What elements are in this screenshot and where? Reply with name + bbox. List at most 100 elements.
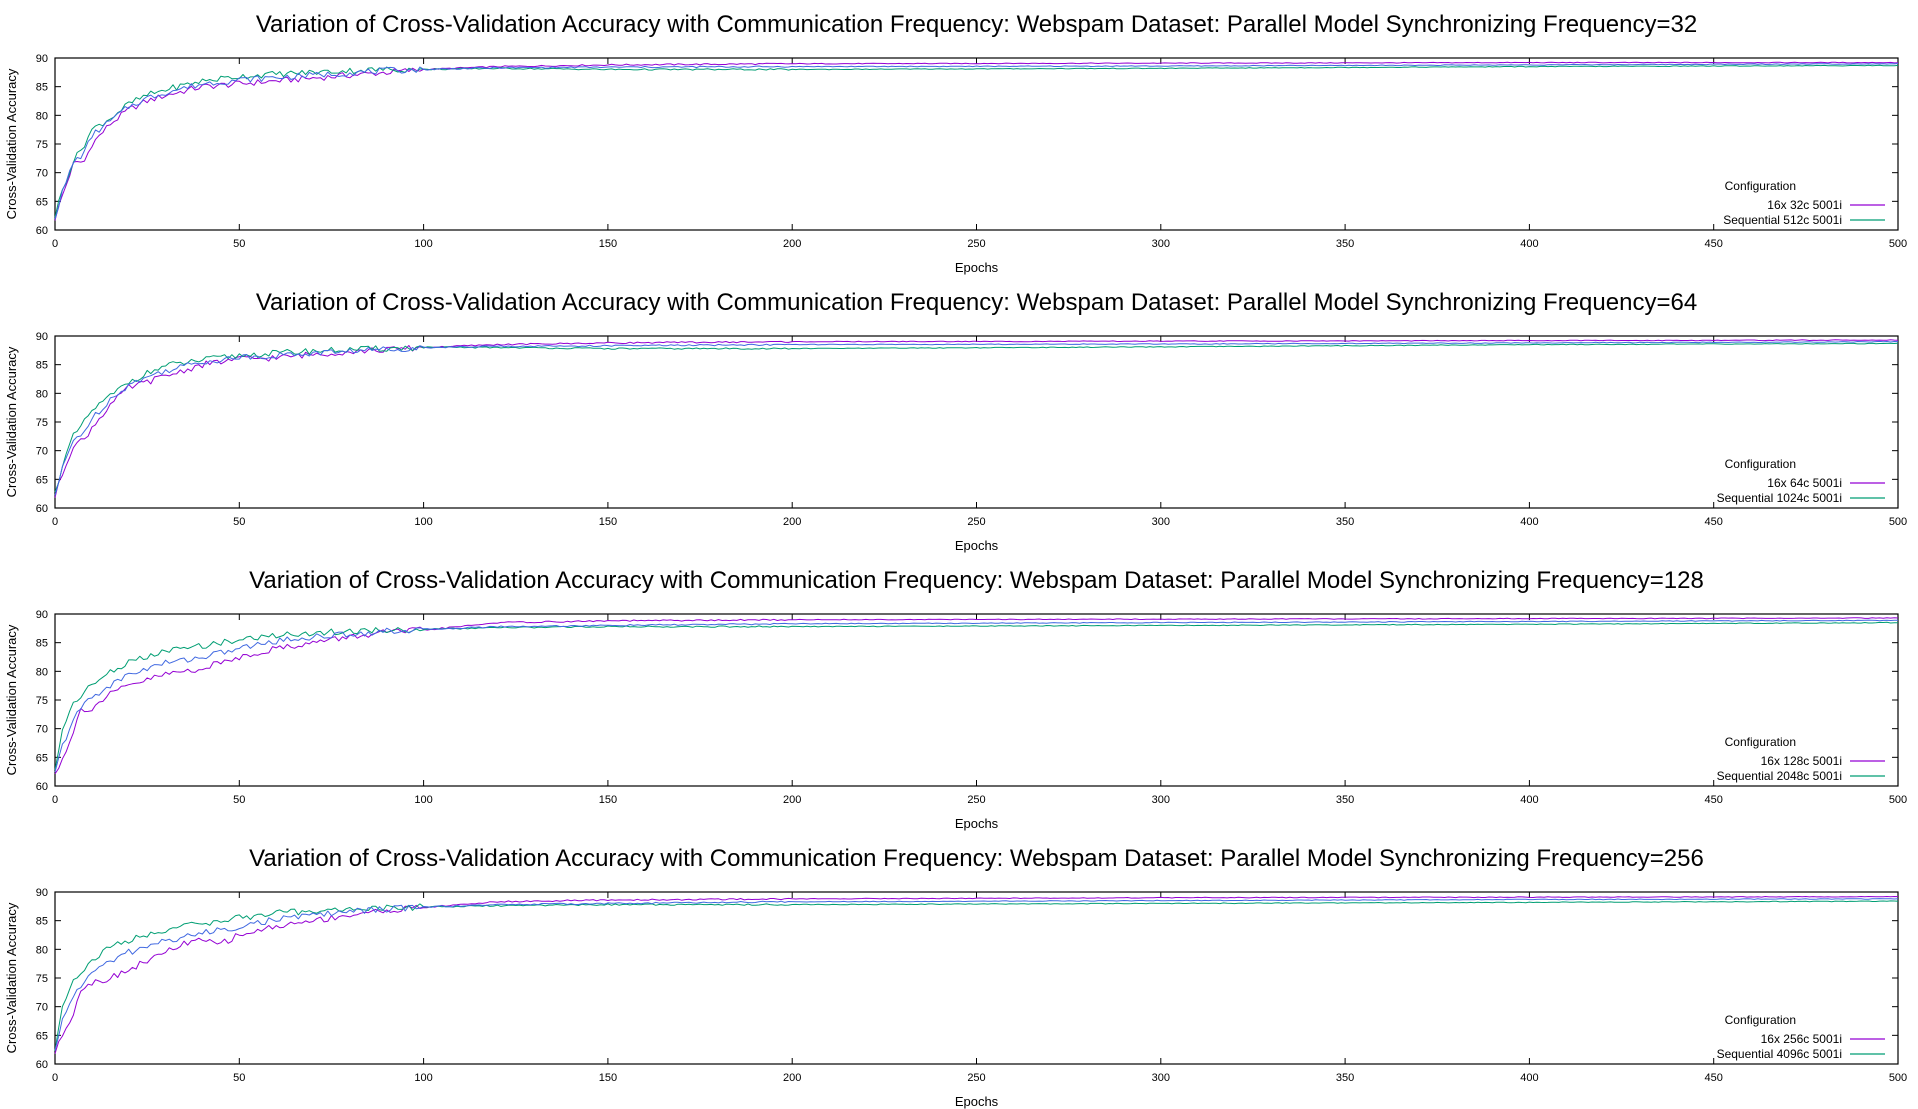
x-tick-label: 500 xyxy=(1889,794,1907,806)
x-tick-label: 350 xyxy=(1336,1072,1354,1084)
x-tick-label: 200 xyxy=(783,238,801,250)
series-line-1 xyxy=(54,342,1899,493)
y-tick-label: 90 xyxy=(36,609,48,621)
plot-frame xyxy=(54,613,1899,787)
x-axis-label: Epochs xyxy=(955,1094,999,1109)
x-tick-label: 100 xyxy=(414,794,432,806)
chart-panel-3: Variation of Cross-Validation Accuracy w… xyxy=(4,845,1907,1109)
y-tick-label: 85 xyxy=(36,916,48,928)
series-line-1 xyxy=(54,64,1899,218)
y-tick-label: 70 xyxy=(36,168,48,180)
x-tick-label: 400 xyxy=(1520,238,1538,250)
x-tick-label: 400 xyxy=(1520,794,1538,806)
legend-entry-label: Sequential 4096c 5001i xyxy=(1717,1047,1842,1061)
series-line-2 xyxy=(54,63,1899,220)
x-tick-label: 200 xyxy=(783,1072,801,1084)
y-tick-label: 80 xyxy=(36,666,48,678)
x-axis-label: Epochs xyxy=(955,538,999,553)
x-tick-label: 100 xyxy=(414,238,432,250)
y-tick-label: 90 xyxy=(36,331,48,343)
x-tick-label: 50 xyxy=(233,238,245,250)
series-line-2 xyxy=(54,340,1899,496)
x-tick-label: 50 xyxy=(233,1072,245,1084)
x-tick-label: 500 xyxy=(1889,516,1907,528)
y-tick-label: 75 xyxy=(36,139,48,151)
legend-title: Configuration xyxy=(1725,179,1796,193)
y-tick-label: 70 xyxy=(36,446,48,458)
legend-title: Configuration xyxy=(1725,457,1796,471)
y-tick-label: 85 xyxy=(36,638,48,650)
x-tick-label: 450 xyxy=(1705,794,1723,806)
y-tick-label: 75 xyxy=(36,973,48,985)
y-tick-label: 60 xyxy=(36,1059,48,1071)
x-tick-label: 150 xyxy=(599,238,617,250)
y-tick-label: 60 xyxy=(36,225,48,237)
y-tick-label: 65 xyxy=(36,196,48,208)
y-tick-label: 90 xyxy=(36,53,48,65)
x-tick-label: 50 xyxy=(233,516,245,528)
x-tick-label: 300 xyxy=(1152,238,1170,250)
x-tick-label: 350 xyxy=(1336,516,1354,528)
x-tick-label: 300 xyxy=(1152,1072,1170,1084)
legend-entry-label: 16x 128c 5001i xyxy=(1761,754,1842,768)
series-line-0 xyxy=(54,339,1899,498)
x-tick-label: 400 xyxy=(1520,516,1538,528)
x-tick-label: 250 xyxy=(967,794,985,806)
x-tick-label: 400 xyxy=(1520,1072,1538,1084)
x-tick-label: 350 xyxy=(1336,794,1354,806)
x-tick-label: 0 xyxy=(52,794,58,806)
x-tick-label: 150 xyxy=(599,516,617,528)
x-tick-label: 350 xyxy=(1336,238,1354,250)
x-tick-label: 250 xyxy=(967,516,985,528)
y-axis-label: Cross-Validation Accuracy xyxy=(4,68,19,219)
x-tick-label: 500 xyxy=(1889,238,1907,250)
series-line-1 xyxy=(54,621,1898,770)
y-tick-label: 85 xyxy=(36,360,48,372)
x-tick-label: 100 xyxy=(414,516,432,528)
y-tick-label: 75 xyxy=(36,417,48,429)
x-tick-label: 300 xyxy=(1152,794,1170,806)
chart-panel-2: Variation of Cross-Validation Accuracy w… xyxy=(4,567,1907,831)
series-line-0 xyxy=(54,617,1899,775)
series-line-2 xyxy=(54,898,1899,1051)
x-tick-label: 200 xyxy=(783,516,801,528)
chart-panel-0: Variation of Cross-Validation Accuracy w… xyxy=(4,11,1907,275)
x-tick-label: 450 xyxy=(1705,1072,1723,1084)
x-tick-label: 250 xyxy=(967,1072,985,1084)
x-axis-label: Epochs xyxy=(955,260,999,275)
x-tick-label: 0 xyxy=(52,516,58,528)
y-tick-label: 75 xyxy=(36,695,48,707)
series-line-0 xyxy=(54,896,1899,1054)
legend-title: Configuration xyxy=(1725,1013,1796,1027)
x-tick-label: 450 xyxy=(1705,516,1723,528)
x-tick-label: 150 xyxy=(599,1072,617,1084)
chart-title: Variation of Cross-Validation Accuracy w… xyxy=(256,11,1697,38)
series-line-0 xyxy=(54,61,1899,221)
y-axis-label: Cross-Validation Accuracy xyxy=(4,902,19,1053)
x-tick-label: 100 xyxy=(414,1072,432,1084)
x-axis-label: Epochs xyxy=(955,816,999,831)
legend-entry-label: 16x 256c 5001i xyxy=(1761,1032,1842,1046)
legend-entry-label: Sequential 1024c 5001i xyxy=(1717,491,1842,505)
x-tick-label: 500 xyxy=(1889,1072,1907,1084)
x-tick-label: 200 xyxy=(783,794,801,806)
plot-frame xyxy=(54,57,1899,231)
x-tick-label: 250 xyxy=(967,238,985,250)
plot-frame xyxy=(54,891,1899,1065)
y-tick-label: 65 xyxy=(36,752,48,764)
y-tick-label: 65 xyxy=(36,1030,48,1042)
series-line-2 xyxy=(54,619,1898,773)
legend-entry-label: 16x 64c 5001i xyxy=(1767,476,1842,490)
legend-entry-label: Sequential 512c 5001i xyxy=(1723,213,1842,227)
x-tick-label: 0 xyxy=(52,1072,58,1084)
y-tick-label: 80 xyxy=(36,388,48,400)
x-tick-label: 0 xyxy=(52,238,58,250)
y-tick-label: 60 xyxy=(36,781,48,793)
y-tick-label: 60 xyxy=(36,503,48,515)
legend-entry-label: 16x 32c 5001i xyxy=(1767,198,1842,212)
